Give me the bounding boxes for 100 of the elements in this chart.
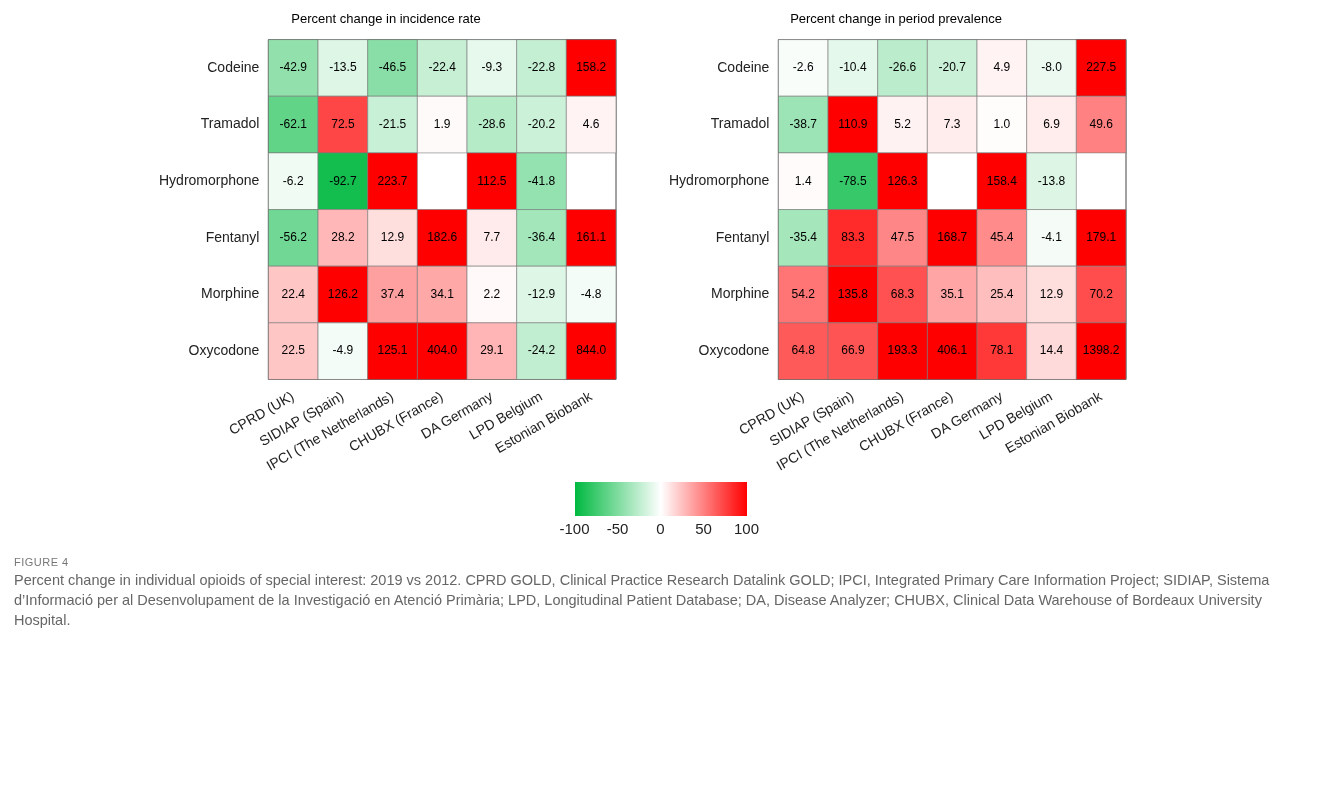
- data-label: 4.9: [993, 60, 1011, 75]
- data-label: -22.4: [428, 60, 456, 75]
- data-label: 110.9: [837, 116, 868, 131]
- y-tick-label: Tramadol: [710, 115, 769, 132]
- data-label: 25.4: [989, 286, 1014, 301]
- color-bar-label: 0: [656, 520, 665, 537]
- data-label: 12.9: [1039, 286, 1064, 301]
- data-label: -4.1: [1040, 230, 1062, 245]
- data-label: 112.5: [476, 173, 507, 188]
- data-label: 193.3: [887, 343, 918, 358]
- data-label: -62.1: [279, 116, 307, 131]
- color-bar-label: 50: [695, 520, 712, 537]
- caption: FIGURE 4: [14, 556, 70, 568]
- y-tick-label: Morphine: [200, 285, 260, 302]
- data-label: -38.7: [789, 116, 817, 131]
- data-label: 2.2: [483, 286, 501, 301]
- data-label: 406.1: [936, 343, 968, 358]
- data-label: -35.4: [789, 230, 817, 245]
- data-label: 135.8: [837, 286, 868, 301]
- data-label: -12.9: [527, 286, 556, 301]
- data-label: 125.1: [377, 343, 408, 358]
- data-label: 35.1: [940, 286, 964, 301]
- data-label: 6.9: [1042, 116, 1060, 131]
- data-label: 179.1: [1085, 230, 1117, 245]
- data-label: 29.1: [479, 343, 504, 358]
- y-tick-label: Codeine: [716, 58, 770, 75]
- text: Percent change in individual opioids of special interest: 2019 vs 2012. CPRD GOLD, Clinical Practice Research Datalink GOLD; IPCI, Integrated Primary Care Information Project; SIDIAP, Sistema d’Informació per al Desenvolupament de la Investigació en Atenció Primària; LPD, Longitudinal Patient Database; DA, Disease Analyzer; CHUBX, Clinical Data Warehouse of Bordeaux University Hospital.: [14, 571, 1271, 630]
- data-label: 223.7: [377, 173, 408, 188]
- data-label: -20.7: [938, 60, 966, 75]
- data-label: 14.4: [1039, 343, 1064, 358]
- data-label: 72.5: [330, 116, 355, 131]
- data-label: 1.9: [433, 116, 451, 131]
- y-tick-label: Hydromorphone: [668, 172, 770, 189]
- data-label: -24.2: [527, 343, 556, 358]
- data-label: 47.5: [890, 230, 915, 245]
- data-label: 1.4: [794, 173, 812, 188]
- data-label: 4.6: [582, 116, 600, 131]
- data-label: -36.4: [527, 230, 556, 245]
- data-label: -10.4: [838, 60, 867, 75]
- data-label: 158.4: [986, 173, 1017, 188]
- data-label: 64.8: [791, 343, 815, 358]
- data-label: 126.3: [887, 173, 918, 188]
- data-label: 78.1: [989, 343, 1014, 358]
- y-tick-label: Hydromorphone: [158, 172, 260, 189]
- y-tick-label: Tramadol: [200, 115, 259, 132]
- data-label: 7.7: [483, 230, 501, 245]
- data-label: 844.0: [575, 343, 607, 358]
- data-label: 66.9: [840, 343, 865, 358]
- data-label: -20.2: [527, 116, 556, 131]
- data-label: -9.3: [481, 60, 503, 75]
- data-label: 7.3: [943, 116, 961, 131]
- data-label: -4.9: [332, 343, 354, 358]
- data-label: -26.6: [888, 60, 917, 75]
- data-label: -46.5: [378, 60, 407, 75]
- data-label: -2.6: [792, 60, 814, 75]
- data-label: 49.6: [1088, 116, 1113, 131]
- data-label: 126.2: [327, 286, 358, 301]
- data-label: -8.0: [1040, 60, 1062, 75]
- y-tick-label: Fentanyl: [715, 228, 769, 245]
- y-tick-label: Oxycodone: [698, 342, 770, 359]
- data-label: -78.5: [838, 173, 867, 188]
- data-label: -56.2: [279, 230, 307, 245]
- data-label: 22.5: [281, 343, 305, 358]
- y-tick-label: Fentanyl: [205, 228, 259, 245]
- data-label: 12.9: [380, 230, 405, 245]
- data-label: 1398.2: [1082, 343, 1120, 358]
- data-label: -13.5: [328, 60, 357, 75]
- color-bar-label: -50: [606, 520, 629, 537]
- data-label: 45.4: [989, 230, 1014, 245]
- data-label: -6.2: [282, 173, 304, 188]
- data-label: -42.9: [279, 60, 307, 75]
- data-label: 161.1: [575, 230, 607, 245]
- data-label: 83.3: [840, 230, 865, 245]
- data-label: 182.6: [426, 230, 458, 245]
- color-bar-label: 100: [733, 520, 760, 537]
- data-label: 68.3: [890, 286, 915, 301]
- data-label: -21.5: [378, 116, 407, 131]
- y-tick-label: Morphine: [710, 285, 770, 302]
- color-bar-label: -100: [559, 520, 590, 537]
- data-label: -28.6: [477, 116, 506, 131]
- data-label: -13.8: [1037, 173, 1066, 188]
- data-label: -22.8: [527, 60, 556, 75]
- data-label: 227.5: [1085, 60, 1117, 75]
- data-label: -92.7: [328, 173, 357, 188]
- data-label: 28.2: [330, 230, 355, 245]
- y-tick-label: Oxycodone: [188, 342, 260, 359]
- data-label: 54.2: [791, 286, 815, 301]
- data-label: 5.2: [893, 116, 911, 131]
- y-tick-label: Codeine: [206, 58, 260, 75]
- chart-title: Percent change in period prevalence: [789, 11, 1002, 27]
- chart-title: Percent change in incidence rate: [290, 11, 481, 27]
- data-label: -41.8: [527, 173, 556, 188]
- data-label: 34.1: [430, 286, 454, 301]
- data-label: 1.0: [993, 116, 1011, 131]
- data-label: -4.8: [580, 286, 602, 301]
- data-label: 158.2: [575, 60, 607, 75]
- data-label: 37.4: [380, 286, 405, 301]
- data-label: 22.4: [281, 286, 305, 301]
- data-label: 168.7: [936, 230, 968, 245]
- data-label: 404.0: [426, 343, 458, 358]
